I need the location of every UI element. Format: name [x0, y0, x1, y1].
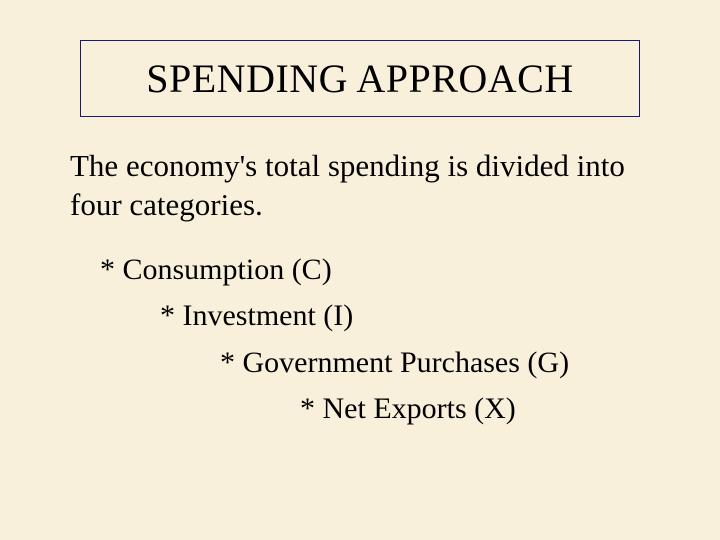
list-item: * Government Purchases (G): [220, 340, 660, 387]
list-item: * Net Exports (X): [300, 386, 660, 433]
list-item: * Consumption (C): [100, 247, 660, 294]
title-box: SPENDING APPROACH: [80, 40, 640, 117]
slide-title: SPENDING APPROACH: [101, 55, 619, 102]
slide-body: The economy's total spending is divided …: [70, 147, 650, 225]
category-list: * Consumption (C) * Investment (I) * Gov…: [100, 247, 660, 433]
slide: SPENDING APPROACH The economy's total sp…: [0, 0, 720, 540]
list-item: * Investment (I): [160, 293, 660, 340]
